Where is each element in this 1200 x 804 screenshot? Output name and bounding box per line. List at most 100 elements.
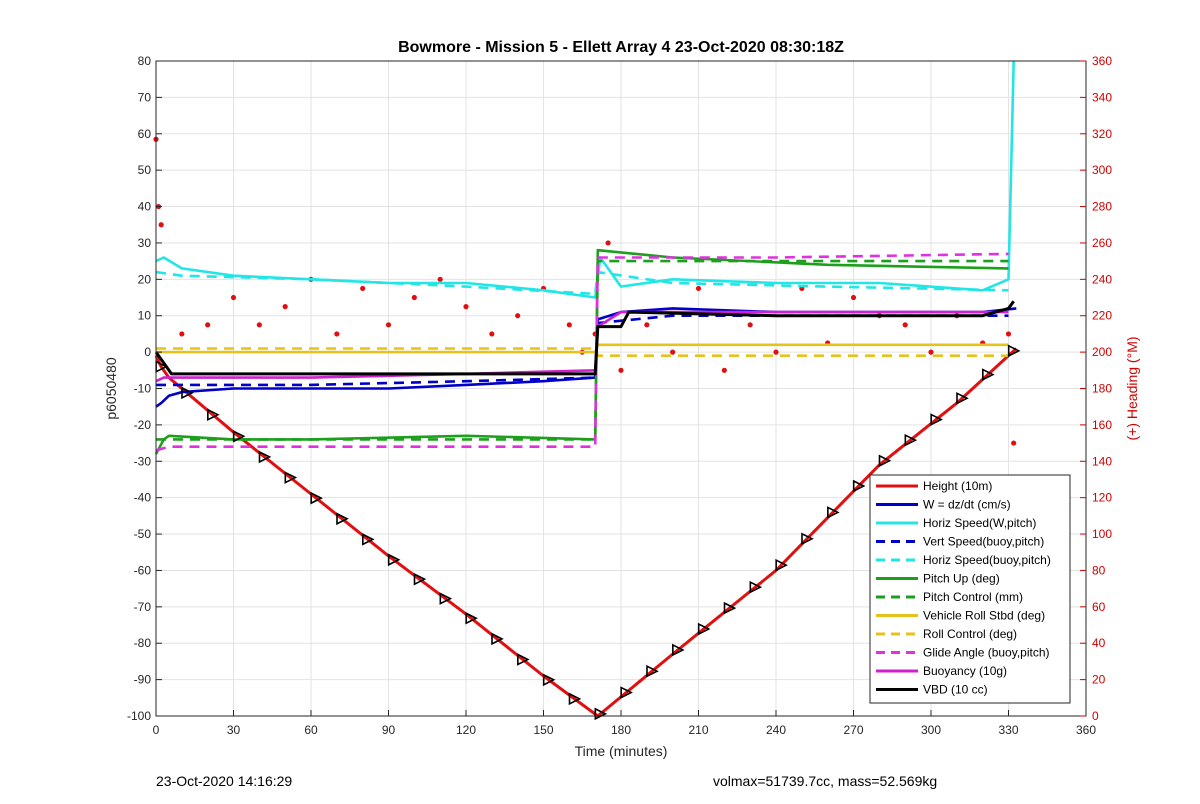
y-tick-label: -90 <box>134 673 152 687</box>
series-line-4 <box>155 270 1009 296</box>
legend-entry: Horiz Speed(W,pitch) <box>923 516 1036 530</box>
heading-point <box>1005 331 1012 337</box>
x-tick-label: 210 <box>688 723 708 737</box>
heading-point <box>902 322 908 328</box>
heading-point <box>605 240 611 246</box>
height-marker <box>542 673 556 687</box>
y-tick-label: 40 <box>138 200 152 214</box>
y-right-tick-label: 60 <box>1092 600 1106 614</box>
heading-point <box>747 322 753 328</box>
y-right-tick-label: 0 <box>1092 709 1099 723</box>
y-tick-label: -30 <box>134 454 152 468</box>
height-marker <box>413 572 427 586</box>
legend-entry: Height (10m) <box>923 479 992 493</box>
x-tick-label: 150 <box>533 723 553 737</box>
height-marker <box>878 454 892 468</box>
axis-ticks: 0 30 60 90 120 150 180 210 240 270 300 330 360807060… <box>127 54 1112 737</box>
y-tick-label: -60 <box>134 563 152 577</box>
x-tick-label: 120 <box>456 723 476 737</box>
heading-point <box>721 367 727 373</box>
y-right-tick-label: 80 <box>1092 563 1106 577</box>
series-line-0 <box>154 347 1018 718</box>
series-line-2 <box>155 60 1015 299</box>
y-right-tick-label: 320 <box>1092 127 1112 141</box>
series-lines <box>154 60 1018 718</box>
height-marker <box>1007 344 1021 358</box>
legend: Height (10m) W = dz/dt (cm/s) Horiz Speed(… <box>869 474 1071 704</box>
y-tick-label: 50 <box>138 163 152 177</box>
y-tick-label: -70 <box>134 600 152 614</box>
heading-point <box>928 349 934 355</box>
heading-point <box>618 367 624 373</box>
y-axis-label: p6050480 <box>103 357 119 420</box>
legend-entry: VBD (10 cc) <box>923 683 988 697</box>
heading-point <box>695 285 702 292</box>
series-line-5 <box>154 248 1009 455</box>
x-tick-label: 180 <box>611 723 631 737</box>
height-marker <box>956 392 969 405</box>
y-tick-label: 20 <box>138 272 152 286</box>
height-marker <box>620 686 633 699</box>
x-tick-label: 360 <box>1076 723 1096 737</box>
heading-point <box>773 349 779 355</box>
height-marker <box>904 433 918 447</box>
y-right-tick-label: 140 <box>1092 454 1112 468</box>
height-marker <box>310 491 323 505</box>
x-tick-label: 30 <box>227 723 241 737</box>
heading-point <box>334 331 340 337</box>
height-marker <box>930 413 943 426</box>
height-marker <box>387 553 401 567</box>
height-marker <box>258 450 272 464</box>
legend-entry: Vehicle Roll Stbd (deg) <box>923 609 1045 623</box>
legend-entry: W = dz/dt (cm/s) <box>923 498 1011 512</box>
heading-point <box>282 304 288 310</box>
height-marker <box>697 622 711 636</box>
y-right-tick-label: 240 <box>1092 272 1112 286</box>
heading-point <box>489 331 495 337</box>
legend-box <box>869 474 1071 704</box>
legend-entry: Buoyancy (10g) <box>923 664 1007 678</box>
y-right-tick-label: 100 <box>1092 527 1112 541</box>
x-axis-label: Time (minutes) <box>575 743 668 759</box>
y-right-tick-label: 180 <box>1092 382 1112 396</box>
y-right-tick-label: 280 <box>1092 200 1112 214</box>
legend-entry: Glide Angle (buoy,pitch) <box>923 646 1050 660</box>
x-tick-label: 270 <box>843 723 863 737</box>
x-tick-label: 330 <box>998 723 1018 737</box>
legend-entry: Roll Control (deg) <box>923 627 1017 641</box>
height-marker <box>827 506 840 519</box>
y-tick-label: 70 <box>138 90 152 104</box>
y-right-tick-label: 260 <box>1092 236 1112 250</box>
y-tick-label: -100 <box>127 709 151 723</box>
y-right-tick-label: 220 <box>1092 309 1112 323</box>
y-tick-label: 80 <box>138 54 152 68</box>
height-marker <box>672 643 685 657</box>
legend-entry: Pitch Control (mm) <box>923 590 1023 604</box>
y-tick-label: -40 <box>134 491 152 505</box>
height-markers <box>155 344 1021 721</box>
height-marker <box>362 533 375 546</box>
heading-point <box>850 294 857 301</box>
height-marker <box>181 386 194 400</box>
footer-volmax-mass: volmax=51739.7cc, mass=52.569kg <box>713 773 938 789</box>
y-right-tick-label: 340 <box>1092 90 1112 104</box>
height-marker <box>982 368 995 381</box>
y-tick-label: -80 <box>134 636 152 650</box>
height-marker <box>284 471 298 484</box>
height-marker <box>852 479 866 493</box>
height-marker <box>336 512 349 526</box>
height-marker <box>568 692 582 706</box>
y-tick-label: -50 <box>134 527 152 541</box>
heading-point <box>644 322 650 328</box>
y-tick-label: -20 <box>134 418 152 432</box>
heading-point <box>515 313 521 319</box>
series-line-9 <box>155 252 1009 452</box>
heading-point <box>256 322 262 328</box>
heading-point <box>230 294 237 301</box>
heading-point <box>463 304 469 310</box>
y-tick-label: 60 <box>138 127 152 141</box>
y-tick-label: -10 <box>134 382 152 396</box>
y-right-tick-label: 20 <box>1092 673 1106 687</box>
height-marker <box>775 558 788 572</box>
